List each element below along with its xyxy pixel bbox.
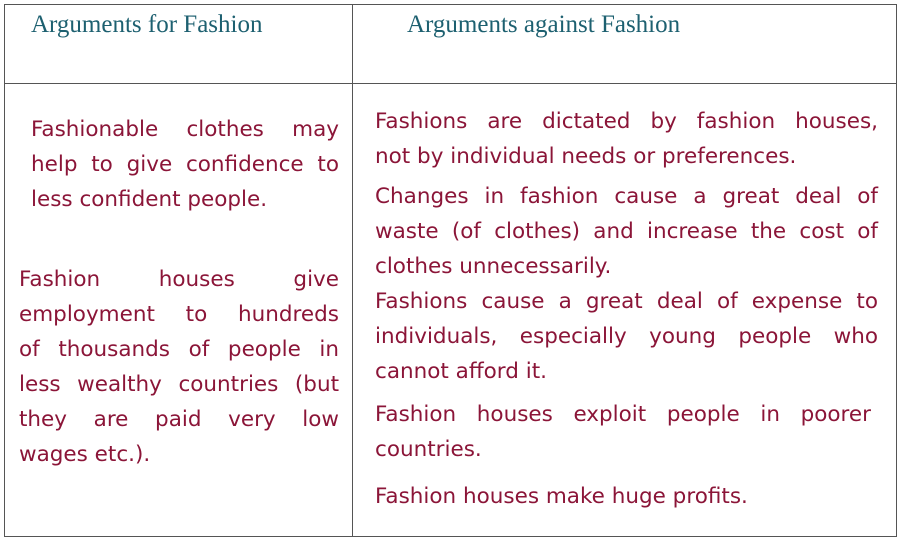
- against-item-profits-line: Fashion houses make huge profits.: [375, 484, 748, 509]
- against-item-waste: Changes in fashion cause a great deal of…: [375, 179, 878, 284]
- against-item-expense: Fashions cause a great deal of expense t…: [375, 284, 878, 389]
- against-item-expense-line: cannot afford it.: [375, 359, 547, 384]
- for-item-confidence-line: less confident people.: [31, 187, 268, 212]
- header-arguments-against: Arguments against Fashion: [407, 11, 681, 38]
- column-divider: [352, 5, 353, 536]
- header-arguments-for: Arguments for Fashion: [31, 11, 263, 38]
- against-item-expense-line: Fashions cause a great deal of expense t…: [375, 289, 878, 314]
- for-item-confidence: Fashionable clothes may help to give con…: [31, 112, 339, 217]
- against-item-dictated-line: Fashions are dictated by fashion houses,: [375, 109, 878, 134]
- for-item-employment-line: of thousands of people in: [19, 337, 339, 362]
- against-item-dictated: Fashions are dictated by fashion houses,…: [375, 104, 878, 174]
- against-item-waste-line: clothes unnecessarily.: [375, 254, 612, 279]
- for-item-employment: Fashion houses give employment to hundre…: [19, 262, 339, 472]
- against-item-exploit: Fashion houses exploit people in poorer …: [375, 397, 871, 467]
- against-item-dictated-line: not by individual needs or preferences.: [375, 144, 797, 169]
- arguments-table: Arguments for Fashion Arguments against …: [4, 4, 897, 537]
- for-item-employment-line: employment to hundreds: [19, 302, 339, 327]
- for-item-employment-line: Fashion houses give: [19, 267, 339, 292]
- for-item-employment-line: wages etc.).: [19, 442, 151, 467]
- header-divider: [5, 83, 896, 84]
- against-item-waste-line: waste (of clothes) and increase the cost…: [375, 219, 878, 244]
- against-item-exploit-line: countries.: [375, 437, 482, 462]
- against-item-waste-line: Changes in fashion cause a great deal of: [375, 184, 878, 209]
- against-item-expense-line: individuals, especially young people who: [375, 324, 878, 349]
- against-item-profits: Fashion houses make huge profits.: [375, 479, 878, 514]
- for-item-employment-line: they are paid very low: [19, 407, 339, 432]
- for-item-confidence-line: Fashionable clothes may: [31, 117, 339, 142]
- for-item-employment-line: less wealthy countries (but: [19, 372, 339, 397]
- for-item-confidence-line: help to give confidence to: [31, 152, 339, 177]
- against-item-exploit-line: Fashion houses exploit people in poorer: [375, 402, 871, 427]
